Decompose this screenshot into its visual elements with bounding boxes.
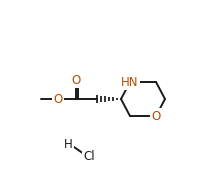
Text: O: O [151,109,160,122]
Text: HN: HN [121,75,138,88]
Text: O: O [53,92,62,105]
Text: O: O [71,74,80,87]
Text: H: H [63,139,72,152]
Text: Cl: Cl [83,149,94,163]
